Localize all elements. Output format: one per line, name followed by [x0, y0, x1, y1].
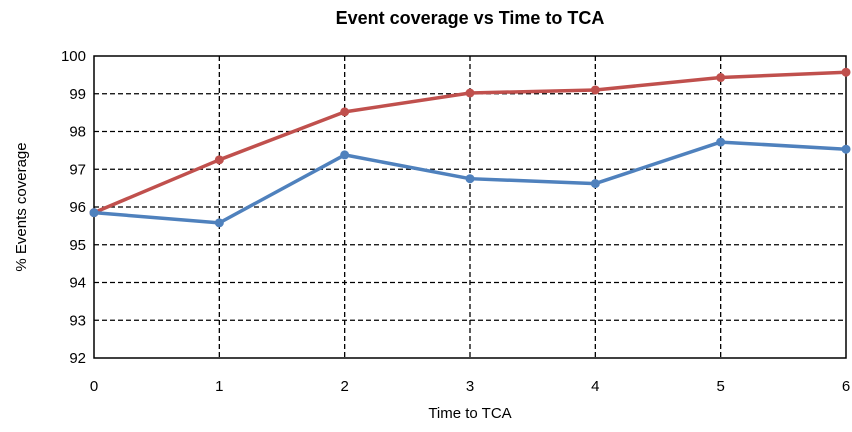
y-tick-label: 99 — [69, 86, 86, 103]
series-layer — [89, 67, 851, 228]
y-tick-label: 96 — [69, 199, 86, 216]
x-axis-title: Time to TCA — [428, 405, 511, 422]
y-tick-label: 94 — [69, 275, 86, 292]
y-tick-label: 93 — [69, 312, 86, 329]
plot-area-border — [93, 55, 847, 359]
series-2-point — [590, 179, 600, 189]
y-tick-label: 100 — [61, 48, 86, 65]
chart-title: Event coverage vs Time to TCA — [336, 8, 605, 28]
grid-lines — [94, 56, 846, 358]
y-tick-label: 97 — [69, 161, 86, 178]
y-tick-label: 95 — [69, 237, 86, 254]
series-2-point — [716, 137, 726, 147]
y-axis-title: % Events coverage — [13, 142, 30, 271]
x-axis-ticks: 0 1 2 3 4 5 6 — [90, 378, 850, 395]
series-2-point — [214, 218, 224, 228]
series-2-point — [465, 174, 475, 184]
x-tick-label: 2 — [340, 378, 348, 395]
series-1-point — [841, 67, 851, 77]
series-1-point — [590, 85, 600, 95]
x-tick-label: 5 — [716, 378, 724, 395]
series-2-point — [841, 144, 851, 154]
x-tick-label: 6 — [842, 378, 850, 395]
series-2-point — [340, 150, 350, 160]
series-1-point — [340, 107, 350, 117]
y-tick-label: 98 — [69, 124, 86, 141]
series-1-point — [465, 88, 475, 98]
y-axis-ticks: 92 93 94 95 96 97 98 99 100 — [61, 48, 86, 367]
y-tick-label: 92 — [69, 350, 86, 367]
series-1-point — [214, 155, 224, 165]
x-tick-label: 4 — [591, 378, 599, 395]
x-tick-label: 0 — [90, 378, 98, 395]
x-tick-label: 3 — [466, 378, 474, 395]
series-1-point — [716, 73, 726, 83]
series-2-point — [89, 208, 99, 218]
x-tick-label: 1 — [215, 378, 223, 395]
